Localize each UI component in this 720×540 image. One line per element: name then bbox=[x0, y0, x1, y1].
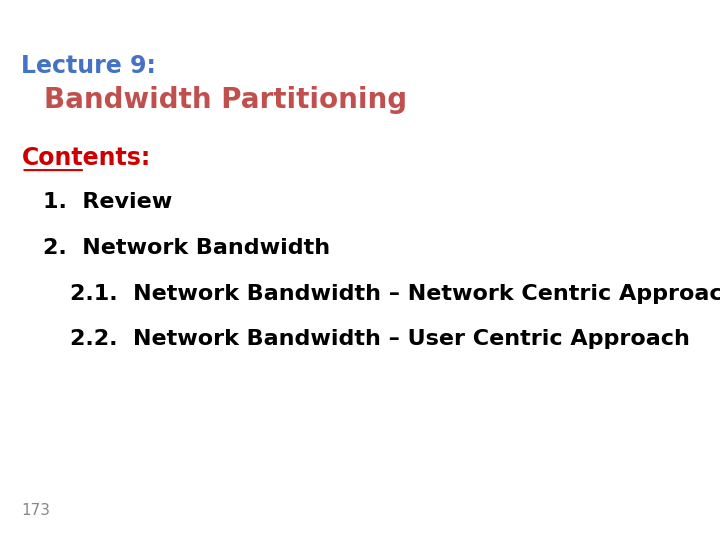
Text: 2.1.  Network Bandwidth – Network Centric Approach: 2.1. Network Bandwidth – Network Centric… bbox=[70, 284, 720, 303]
Text: 2.  Network Bandwidth: 2. Network Bandwidth bbox=[43, 238, 330, 258]
Text: 173: 173 bbox=[22, 503, 50, 518]
Text: Contents:: Contents: bbox=[22, 146, 150, 170]
Text: 1.  Review: 1. Review bbox=[43, 192, 172, 212]
Text: 2.2.  Network Bandwidth – User Centric Approach: 2.2. Network Bandwidth – User Centric Ap… bbox=[70, 329, 690, 349]
Text: Lecture 9:: Lecture 9: bbox=[22, 54, 156, 78]
Text: Bandwidth Partitioning: Bandwidth Partitioning bbox=[44, 86, 407, 114]
